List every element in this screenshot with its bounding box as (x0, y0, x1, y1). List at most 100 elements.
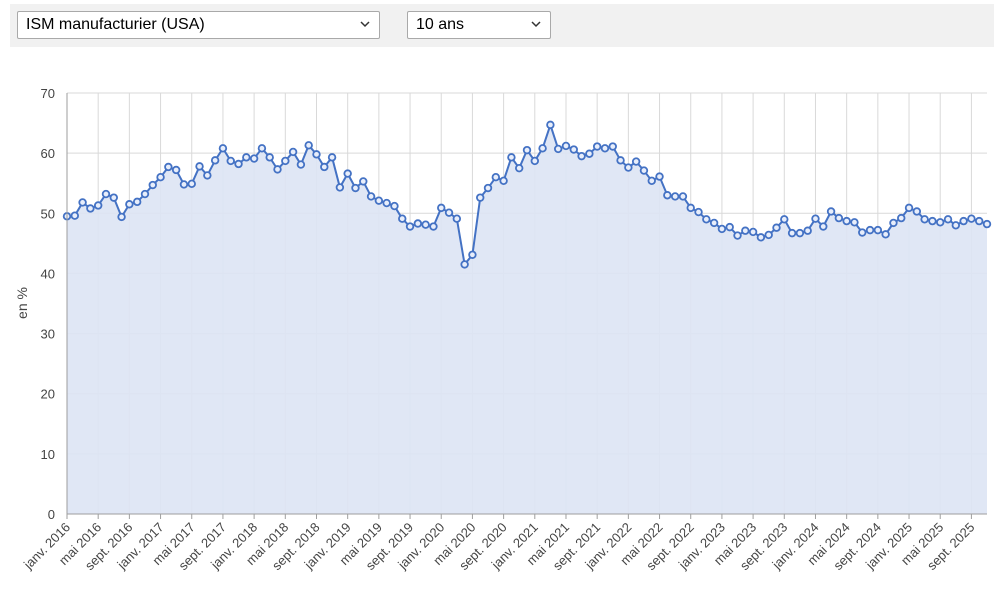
data-point[interactable] (647, 176, 656, 186)
data-point[interactable] (889, 218, 898, 228)
data-point[interactable] (476, 193, 485, 202)
data-point[interactable] (226, 156, 235, 166)
data-point[interactable] (351, 183, 360, 193)
data-point[interactable] (265, 153, 274, 162)
data-point[interactable] (928, 216, 937, 226)
period-select[interactable]: 10 ans (407, 11, 551, 39)
data-point[interactable] (515, 163, 524, 173)
data-point[interactable] (242, 153, 251, 162)
data-point[interactable] (109, 193, 118, 202)
data-point[interactable] (78, 198, 87, 207)
data-point[interactable] (780, 215, 789, 224)
data-point[interactable] (444, 208, 454, 217)
data-point[interactable] (125, 200, 134, 209)
data-point[interactable] (756, 233, 766, 242)
data-point[interactable] (296, 160, 306, 169)
data-point[interactable] (86, 204, 95, 213)
data-point[interactable] (164, 162, 173, 172)
data-point[interactable] (320, 162, 329, 172)
data-point[interactable] (819, 222, 828, 231)
data-point[interactable] (717, 224, 727, 234)
data-point[interactable] (359, 177, 368, 186)
data-point[interactable] (203, 171, 212, 180)
data-point[interactable] (546, 120, 555, 130)
data-point[interactable] (171, 165, 181, 175)
data-point[interactable] (600, 144, 610, 153)
data-point[interactable] (530, 156, 539, 166)
data-point[interactable] (764, 230, 773, 240)
data-point[interactable] (585, 149, 594, 158)
data-point[interactable] (663, 191, 672, 200)
data-point[interactable] (842, 216, 851, 226)
data-point[interactable] (93, 201, 103, 210)
data-point[interactable] (382, 198, 391, 208)
data-point[interactable] (569, 145, 578, 154)
data-point[interactable] (538, 144, 547, 153)
data-point[interactable] (304, 141, 313, 150)
data-point[interactable] (694, 207, 703, 217)
data-point[interactable] (366, 192, 376, 201)
data-point[interactable] (670, 192, 680, 201)
data-point[interactable] (553, 144, 563, 154)
data-point[interactable] (733, 231, 742, 240)
data-point[interactable] (429, 222, 438, 231)
data-point[interactable] (936, 218, 945, 227)
data-point[interactable] (179, 180, 189, 189)
data-point[interactable] (850, 218, 859, 227)
data-point[interactable] (437, 203, 446, 213)
data-point[interactable] (257, 144, 267, 153)
data-point[interactable] (218, 144, 228, 153)
data-point[interactable] (468, 250, 477, 259)
data-point[interactable] (483, 183, 493, 193)
data-point[interactable] (210, 156, 220, 165)
data-point[interactable] (288, 147, 298, 157)
data-point[interactable] (912, 207, 922, 216)
data-point[interactable] (273, 165, 282, 174)
data-point[interactable] (327, 153, 337, 162)
data-point[interactable] (897, 213, 906, 223)
data-point[interactable] (686, 203, 695, 213)
data-point[interactable] (943, 215, 953, 224)
data-point[interactable] (967, 214, 976, 223)
data-point[interactable] (343, 169, 352, 178)
data-point[interactable] (826, 207, 836, 216)
data-point[interactable] (624, 163, 633, 172)
data-point[interactable] (748, 227, 758, 237)
data-point[interactable] (608, 142, 617, 151)
data-point[interactable] (70, 211, 79, 220)
data-point[interactable] (951, 221, 961, 230)
data-point[interactable] (101, 189, 111, 199)
data-point[interactable] (335, 183, 345, 192)
data-point[interactable] (959, 216, 968, 226)
data-point[interactable] (421, 220, 430, 229)
data-point[interactable] (834, 213, 844, 223)
data-point[interactable] (920, 215, 929, 224)
data-point[interactable] (281, 156, 290, 166)
data-point[interactable] (413, 219, 423, 228)
data-point[interactable] (195, 162, 204, 171)
data-point[interactable] (117, 212, 126, 222)
data-point[interactable] (405, 222, 415, 231)
data-point[interactable] (522, 145, 532, 155)
data-point[interactable] (811, 214, 820, 223)
data-point[interactable] (787, 228, 797, 238)
data-point[interactable] (374, 196, 384, 205)
data-point[interactable] (491, 172, 501, 182)
data-point[interactable] (881, 230, 890, 239)
data-point[interactable] (678, 192, 688, 201)
data-point[interactable] (975, 216, 984, 226)
data-point[interactable] (982, 219, 992, 229)
data-point[interactable] (312, 150, 321, 159)
data-point[interactable] (803, 226, 812, 235)
data-point[interactable] (187, 179, 196, 189)
data-point[interactable] (390, 201, 399, 211)
data-point[interactable] (148, 180, 157, 190)
data-point[interactable] (577, 151, 586, 161)
data-point[interactable] (873, 225, 883, 235)
data-point[interactable] (795, 228, 805, 238)
data-point[interactable] (858, 228, 867, 237)
data-point[interactable] (639, 166, 649, 175)
data-point[interactable] (507, 153, 516, 162)
data-point[interactable] (234, 159, 243, 169)
series-select[interactable]: ISM manufacturier (USA) (17, 11, 380, 39)
